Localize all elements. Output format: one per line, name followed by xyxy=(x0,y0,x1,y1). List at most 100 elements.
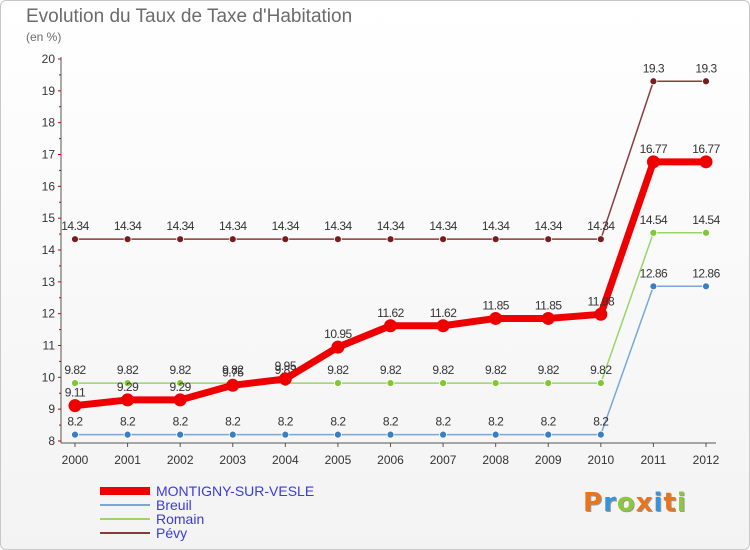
data-point xyxy=(699,155,713,169)
data-label: 14.34 xyxy=(534,219,562,233)
data-label: 14.34 xyxy=(377,219,405,233)
data-point xyxy=(439,430,447,439)
data-label: 11.62 xyxy=(430,306,457,320)
data-point xyxy=(71,235,79,244)
data-point xyxy=(176,379,185,387)
data-label: 14.34 xyxy=(429,219,457,233)
y-tick-label: 12 xyxy=(42,307,56,321)
data-label: 14.54 xyxy=(640,213,668,227)
data-label: 8.2 xyxy=(488,415,504,429)
data-point xyxy=(71,430,79,439)
data-label: 11.98 xyxy=(588,294,615,308)
legend-swatch xyxy=(100,532,150,534)
data-point xyxy=(281,235,290,244)
data-point xyxy=(596,379,605,387)
legend-label: Pévy xyxy=(156,525,188,541)
data-point xyxy=(544,379,553,387)
data-point xyxy=(702,282,710,291)
data-point xyxy=(702,77,710,86)
data-label: 11.62 xyxy=(377,306,404,320)
data-label: 16.77 xyxy=(692,142,720,156)
data-point xyxy=(491,379,500,387)
data-label: 8.2 xyxy=(541,415,557,429)
y-tick-label: 11 xyxy=(43,339,56,353)
data-label: 9.75 xyxy=(222,365,244,379)
data-point xyxy=(649,77,658,86)
data-label: 9.95 xyxy=(275,359,297,373)
data-point xyxy=(646,155,660,169)
x-tick-label: 2007 xyxy=(430,453,457,467)
proxiti-logo: Proxiti xyxy=(583,488,687,518)
data-label: 8.2 xyxy=(435,415,451,429)
data-point xyxy=(176,430,185,439)
data-point xyxy=(123,235,132,244)
data-point xyxy=(334,430,342,439)
data-label: 12.86 xyxy=(692,266,720,280)
data-point xyxy=(386,379,395,387)
x-tick-label: 2008 xyxy=(482,453,509,467)
data-label: 12.86 xyxy=(640,266,668,280)
data-point xyxy=(436,319,450,333)
data-point xyxy=(544,430,553,439)
data-point xyxy=(334,235,342,244)
data-point xyxy=(386,235,395,244)
data-label: 9.29 xyxy=(169,380,191,394)
data-point xyxy=(228,430,237,439)
legend-label: MONTIGNY-SUR-VESLE xyxy=(156,483,315,499)
legend-item: MONTIGNY-SUR-VESLE xyxy=(100,484,314,498)
data-label: 11.85 xyxy=(482,298,509,312)
data-point xyxy=(541,311,555,325)
data-point xyxy=(121,393,135,407)
data-label: 9.11 xyxy=(65,386,86,400)
x-tick-label: 2002 xyxy=(167,453,194,467)
data-label: 14.34 xyxy=(166,219,194,233)
data-label: 9.82 xyxy=(432,363,454,377)
data-point xyxy=(68,399,82,413)
legend-label: Breuil xyxy=(156,497,192,513)
data-point xyxy=(594,307,608,321)
legend-swatch xyxy=(100,518,150,520)
data-label: 8.2 xyxy=(225,415,241,429)
data-point xyxy=(386,430,395,439)
data-point xyxy=(649,282,658,291)
y-tick-label: 20 xyxy=(42,52,56,66)
data-label: 19.3 xyxy=(643,61,665,75)
data-label: 9.82 xyxy=(117,363,139,377)
data-label: 11.85 xyxy=(535,298,562,312)
chart-subtitle: (en %) xyxy=(26,30,62,44)
data-point xyxy=(228,235,237,244)
data-label: 10.95 xyxy=(324,327,352,341)
data-label: 16.77 xyxy=(640,142,668,156)
data-label: 19.3 xyxy=(695,61,717,75)
data-point xyxy=(596,235,605,244)
data-label: 8.2 xyxy=(593,415,609,429)
data-point xyxy=(702,228,710,237)
legend-swatch xyxy=(100,504,150,506)
data-label: 9.82 xyxy=(590,363,612,377)
y-tick-label: 9 xyxy=(48,402,55,416)
y-tick-label: 14 xyxy=(42,243,56,257)
data-label: 8.2 xyxy=(173,415,189,429)
y-tick-label: 8 xyxy=(48,434,55,448)
data-label: 14.34 xyxy=(61,219,89,233)
chart-title: Evolution du Taux de Taxe d'Habitation xyxy=(26,6,353,27)
data-label: 8.2 xyxy=(330,415,346,429)
data-label: 14.34 xyxy=(482,219,510,233)
data-label: 9.82 xyxy=(538,363,560,377)
y-tick-label: 18 xyxy=(42,116,56,130)
legend-swatch xyxy=(100,487,150,495)
data-point xyxy=(544,235,553,244)
data-label: 9.82 xyxy=(380,363,402,377)
data-label: 14.34 xyxy=(272,219,300,233)
data-label: 14.54 xyxy=(692,213,720,227)
legend-label: Romain xyxy=(156,511,205,527)
data-point xyxy=(649,228,658,237)
y-tick-label: 10 xyxy=(42,370,56,384)
data-label: 9.82 xyxy=(169,363,191,377)
x-tick-label: 2004 xyxy=(272,453,299,467)
data-point xyxy=(123,379,132,387)
legend-item: Romain xyxy=(100,512,314,526)
data-label: 9.82 xyxy=(64,363,86,377)
y-tick-label: 13 xyxy=(42,275,56,289)
